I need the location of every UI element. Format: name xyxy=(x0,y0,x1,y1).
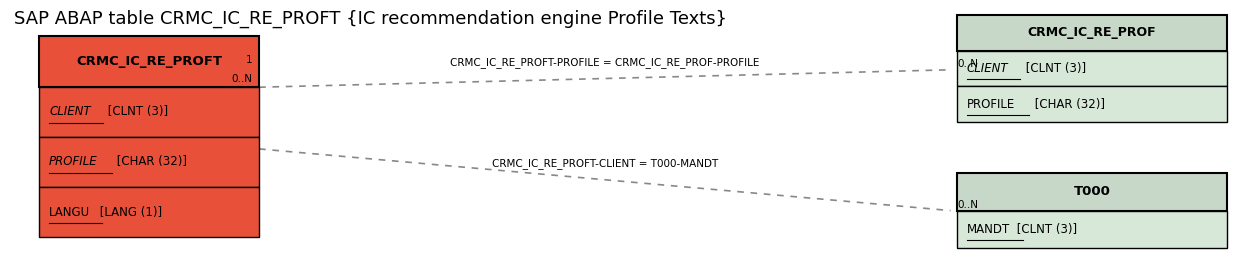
Text: CRMC_IC_RE_PROF: CRMC_IC_RE_PROF xyxy=(1028,26,1157,39)
Text: [CLNT (3)]: [CLNT (3)] xyxy=(105,105,169,118)
Text: SAP ABAP table CRMC_IC_RE_PROFT {IC recommendation engine Profile Texts}: SAP ABAP table CRMC_IC_RE_PROFT {IC reco… xyxy=(14,9,727,28)
Text: PROFILE: PROFILE xyxy=(49,156,98,169)
Text: CLIENT: CLIENT xyxy=(966,62,1008,75)
Text: CLIENT: CLIENT xyxy=(49,105,91,118)
Text: CRMC_IC_RE_PROFT-PROFILE = CRMC_IC_RE_PROF-PROFILE: CRMC_IC_RE_PROFT-PROFILE = CRMC_IC_RE_PR… xyxy=(450,57,760,68)
FancyBboxPatch shape xyxy=(39,86,260,137)
Text: PROFILE: PROFILE xyxy=(966,98,1016,111)
Text: LANGU: LANGU xyxy=(49,206,91,219)
Text: 1: 1 xyxy=(246,55,253,65)
FancyBboxPatch shape xyxy=(39,187,260,237)
Text: [CLNT (3)]: [CLNT (3)] xyxy=(1013,223,1077,236)
Text: T000: T000 xyxy=(1074,185,1110,198)
FancyBboxPatch shape xyxy=(39,137,260,187)
Text: 0..N: 0..N xyxy=(956,200,978,210)
Text: [CLNT (3)]: [CLNT (3)] xyxy=(1022,62,1086,75)
Text: CRMC_IC_RE_PROFT: CRMC_IC_RE_PROFT xyxy=(76,55,222,68)
FancyBboxPatch shape xyxy=(956,211,1227,248)
Text: [CHAR (32)]: [CHAR (32)] xyxy=(113,156,188,169)
FancyBboxPatch shape xyxy=(956,51,1227,86)
FancyBboxPatch shape xyxy=(956,15,1227,51)
Text: 0..N: 0..N xyxy=(956,59,978,69)
Text: CRMC_IC_RE_PROFT-CLIENT = T000-MANDT: CRMC_IC_RE_PROFT-CLIENT = T000-MANDT xyxy=(491,158,718,169)
FancyBboxPatch shape xyxy=(956,86,1227,122)
FancyBboxPatch shape xyxy=(39,36,260,86)
Text: [LANG (1)]: [LANG (1)] xyxy=(96,206,161,219)
FancyBboxPatch shape xyxy=(956,173,1227,211)
Text: [CHAR (32)]: [CHAR (32)] xyxy=(1031,98,1105,111)
Text: MANDT: MANDT xyxy=(966,223,1011,236)
Text: 0..N: 0..N xyxy=(232,74,253,84)
